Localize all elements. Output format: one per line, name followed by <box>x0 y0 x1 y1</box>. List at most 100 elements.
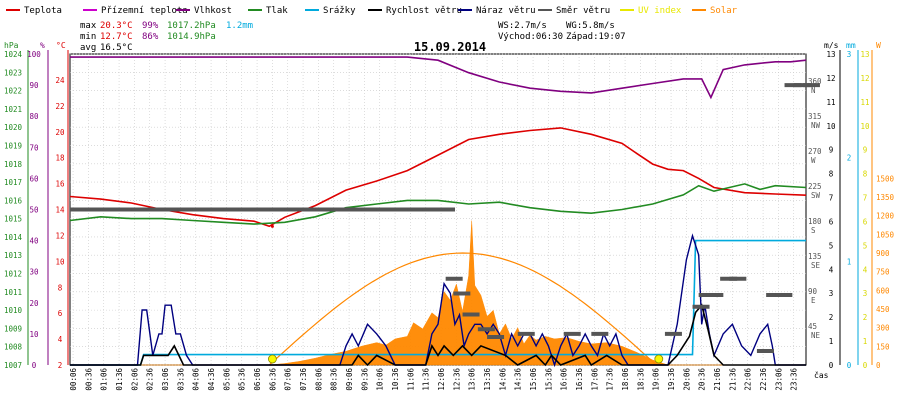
x-tick-label: 04:06 <box>192 368 201 391</box>
axis-uv-tick: 5 <box>863 241 868 250</box>
stats-block: max 20.3°C 99% 1017.2hPa 1.2mm min 12.7°… <box>80 21 626 53</box>
wind-ws: WS:2.7m/s <box>498 21 547 31</box>
axis-uv-tick: 0 <box>863 361 868 370</box>
x-tick-label: 02:36 <box>146 368 155 391</box>
stats-avg-temp: 16.5°C <box>100 43 133 53</box>
axis-celsius-tick: 8 <box>58 283 63 292</box>
axis-celsius-tick: 10 <box>55 257 65 266</box>
axis-uv-tick: 11 <box>860 98 869 107</box>
solar-area <box>70 220 806 366</box>
axis-hpa-tick: 1017 <box>4 178 22 187</box>
x-tick-label: 00:06 <box>69 368 78 391</box>
x-tick-label: 08:06 <box>314 368 323 391</box>
axis-hpa-tick: 1024 <box>4 50 23 59</box>
x-tick-label: 04:36 <box>207 368 216 391</box>
axis-dir-tick: 270 <box>808 147 822 156</box>
axis-pct-tick: 0 <box>32 361 37 370</box>
pressure-line <box>69 183 807 225</box>
x-tick-label: 05:36 <box>238 368 247 391</box>
axis-uv-tick: 4 <box>863 265 868 274</box>
axis-dir-name: W <box>811 156 816 165</box>
axis-dir-tick: 90 <box>808 287 818 296</box>
stats-max-hum: 99% <box>142 21 159 31</box>
x-tick-label: 16:06 <box>560 368 569 391</box>
axis-mm-tick: 0 <box>847 361 852 370</box>
axis-ms-tick: 12 <box>826 74 835 83</box>
axis-uv-tick: 1 <box>863 337 868 346</box>
legend-label-uv-index: UV index <box>638 6 682 16</box>
axis-ms-tick: 10 <box>826 122 836 131</box>
axis-ms-tick: 7 <box>829 194 834 203</box>
solar-series <box>70 220 806 366</box>
axis-celsius-tick: 18 <box>55 154 65 163</box>
temperature-min-marker <box>270 224 274 228</box>
axis-pct-tick: 30 <box>29 268 39 277</box>
axis-wm2-label: W <box>876 41 881 50</box>
axis-celsius-tick: 12 <box>55 231 64 240</box>
axis-uv-tick: 3 <box>863 289 868 298</box>
x-tick-label: 00:36 <box>84 368 93 391</box>
axis-wm2-tick: 900 <box>876 249 890 258</box>
solar-theoretical-curve <box>268 252 657 366</box>
axis-ms-tick: 11 <box>826 98 835 107</box>
axis-pct-tick: 40 <box>29 237 39 246</box>
x-tick-label: 23:06 <box>774 368 783 391</box>
x-tick-label: 03:36 <box>176 368 185 391</box>
x-tick-label: 09:06 <box>345 368 354 391</box>
axis-celsius-label: °C <box>56 41 66 50</box>
axis-uv-tick: 10 <box>860 122 870 131</box>
x-tick-label: 15:06 <box>529 368 538 391</box>
x-tick-label: 10:06 <box>376 368 385 391</box>
wind-speed-line <box>70 303 806 367</box>
legend-label-teplota: Teplota <box>24 6 62 16</box>
axis-wm2-tick: 1050 <box>876 230 895 239</box>
axis-wm2-tick: 1500 <box>876 174 895 183</box>
axis-uv-tick: 13 <box>860 50 869 59</box>
axes: 00:06 00:36 01:06 01:36 02:06 02:36 03:06 03:36… <box>4 41 895 391</box>
axis-pct-tick: 90 <box>29 81 39 90</box>
sunrise-text: Východ:06:30 <box>498 32 563 42</box>
axis-dir-tick: 360 <box>808 77 822 86</box>
x-tick-label: 05:06 <box>222 368 231 391</box>
x-tick-label: 09:36 <box>360 368 369 391</box>
axis-dir-name: SW <box>811 191 821 200</box>
line-series <box>69 56 820 368</box>
axis-hpa-tick: 1021 <box>4 105 22 114</box>
axis-uv-tick: 6 <box>863 217 868 226</box>
axis-wm2-tick: 450 <box>876 305 890 314</box>
axis-uv-tick: 9 <box>863 146 868 155</box>
x-tick-label: 07:06 <box>284 368 293 391</box>
stats-min-hum: 86% <box>142 32 159 42</box>
axis-hpa-tick: 1012 <box>4 270 22 279</box>
axis-hpa-tick: 1016 <box>4 196 23 205</box>
axis-ms-tick: 5 <box>829 241 834 250</box>
axis-hpa-tick: 1009 <box>4 324 22 333</box>
axis-pct-label: % <box>40 41 45 50</box>
x-tick-label: 12:06 <box>437 368 446 391</box>
axis-wm2-tick: 1350 <box>876 193 895 202</box>
axis-celsius-tick: 24 <box>55 76 65 85</box>
axis-celsius-tick: 22 <box>55 102 64 111</box>
axis-ms-tick: 3 <box>829 289 834 298</box>
axis-wm2-tick: 600 <box>876 286 890 295</box>
axis-uv-tick: 2 <box>863 313 868 322</box>
axis-hpa-tick: 1010 <box>4 306 23 315</box>
axis-hpa-tick: 1008 <box>4 343 23 352</box>
uv-point <box>654 354 664 364</box>
axis-pct-tick: 20 <box>29 299 39 308</box>
axis-celsius-tick: 20 <box>55 128 65 137</box>
axis-celsius-tick: 16 <box>55 180 65 189</box>
axis-celsius-tick: 2 <box>58 361 63 370</box>
x-tick-label: 20:36 <box>698 368 707 391</box>
legend-label-naraz-vetru: Náraz větru <box>476 6 536 16</box>
stats-min-temp: 12.7°C <box>100 32 133 42</box>
axis-hpa-tick: 1023 <box>4 68 22 77</box>
x-tick-label: 11:36 <box>422 368 431 391</box>
x-tick-label: 19:36 <box>667 368 676 391</box>
legend-label-srazky: Srážky <box>323 6 356 16</box>
x-tick-label: 13:36 <box>483 368 492 391</box>
axis-ms-tick: 1 <box>829 337 834 346</box>
x-tick-label: 08:36 <box>330 368 339 391</box>
